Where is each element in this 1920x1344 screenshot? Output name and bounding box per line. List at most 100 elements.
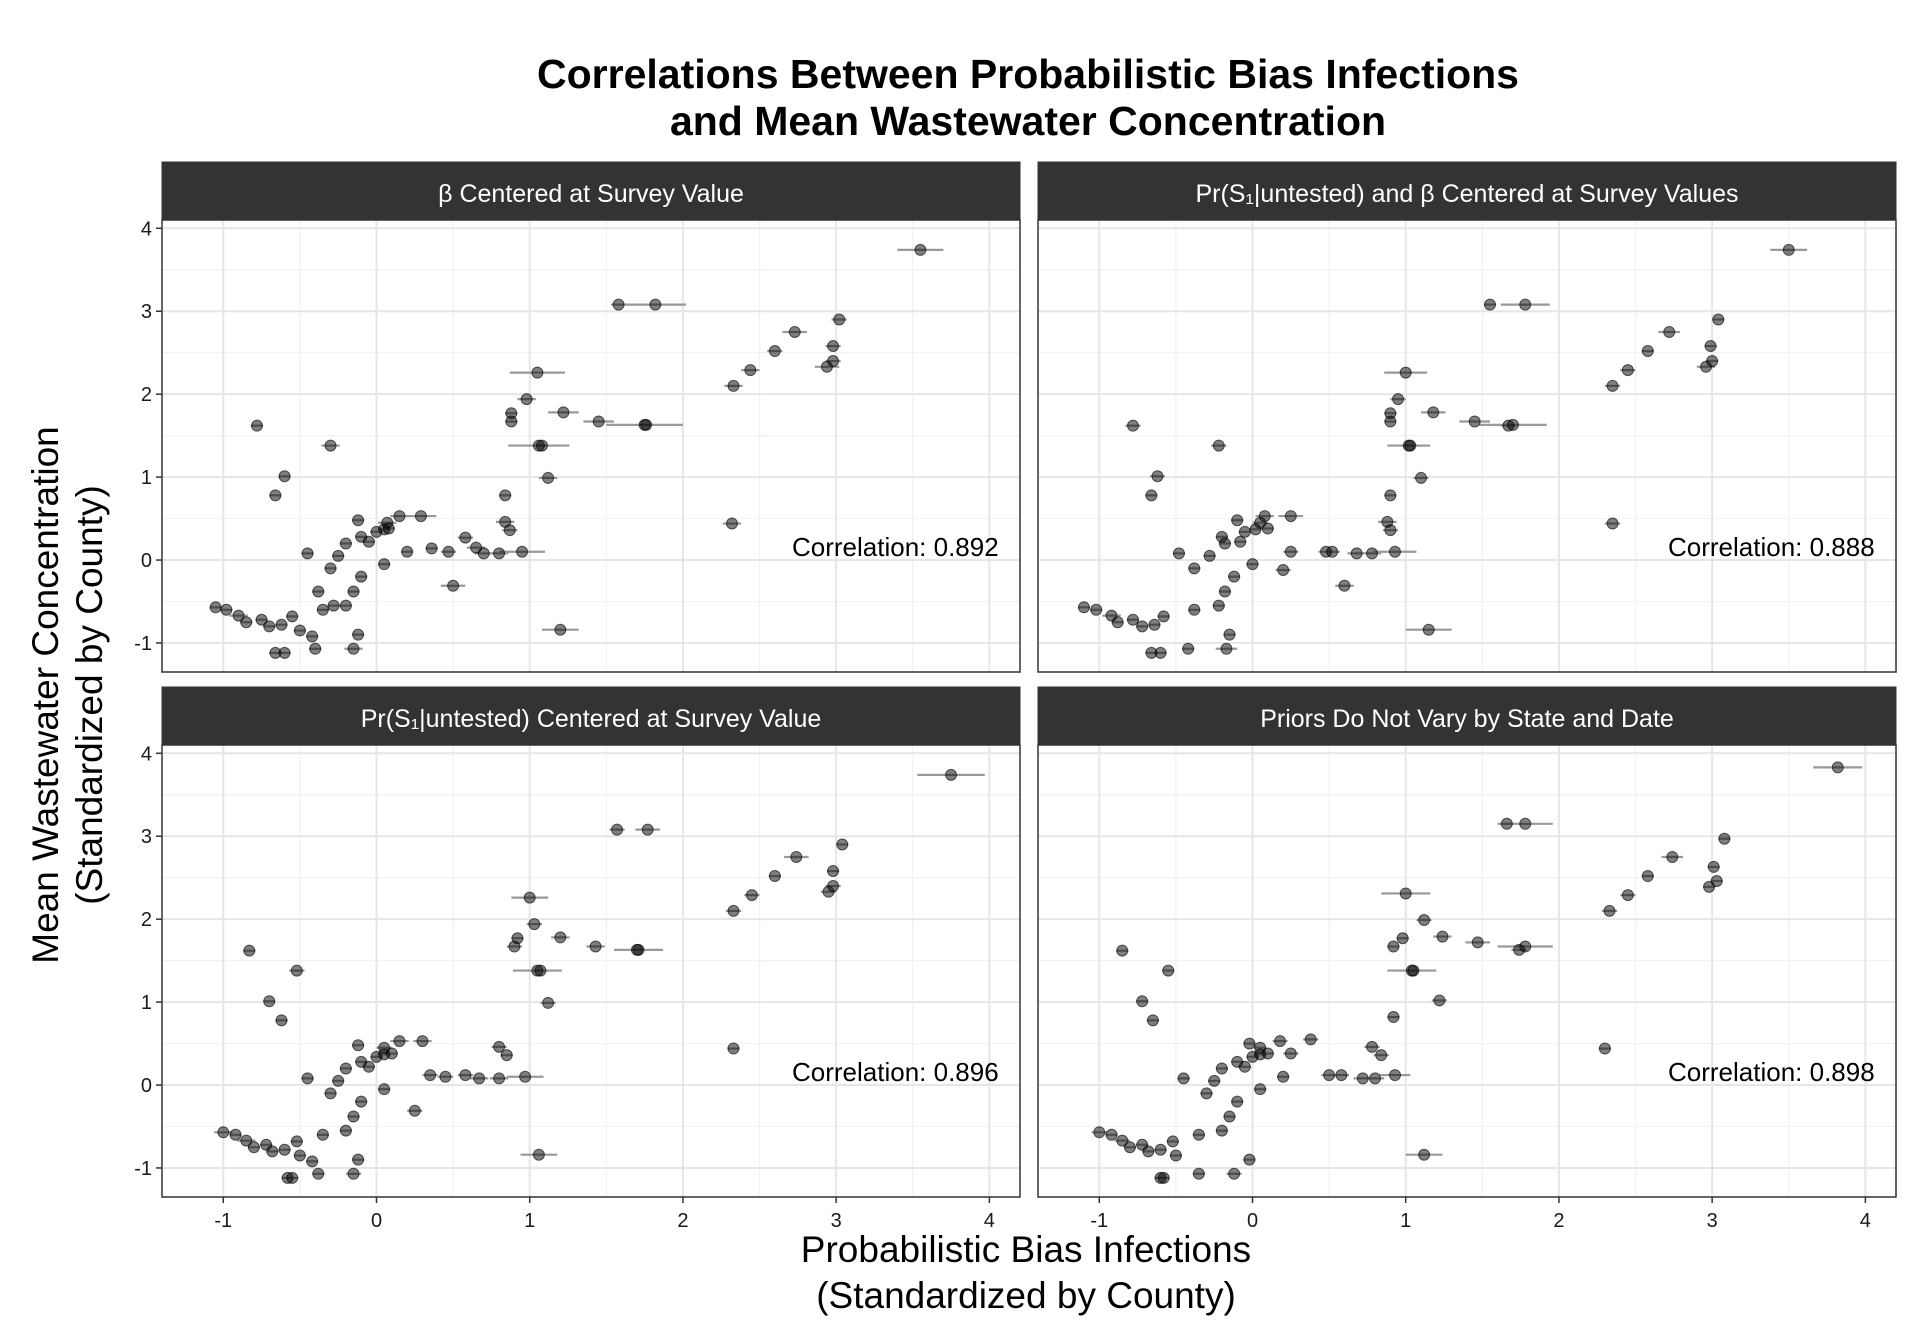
data-point <box>532 1148 545 1161</box>
data-point <box>1666 850 1679 863</box>
data-point <box>745 889 758 902</box>
y-tick-label: -1 <box>134 1158 152 1180</box>
data-point <box>768 870 781 883</box>
facet-strip-label: Priors Do Not Vary by State and Date <box>1260 705 1674 733</box>
data-point <box>312 585 325 598</box>
data-point <box>312 1167 325 1180</box>
data-point <box>534 964 547 977</box>
panel-border <box>1037 744 1897 1198</box>
data-point <box>1215 1124 1228 1137</box>
data-point <box>332 549 345 562</box>
data-point <box>503 524 516 537</box>
data-point <box>1162 964 1175 977</box>
data-point <box>1182 642 1195 655</box>
data-point <box>1220 642 1233 655</box>
data-point <box>1471 936 1484 949</box>
panel-border <box>161 744 1021 1198</box>
data-point <box>347 1110 360 1123</box>
x-axis-title-line-2: (Standardized by County) <box>816 1275 1236 1316</box>
data-point <box>1234 535 1247 548</box>
data-point <box>1148 618 1161 631</box>
data-point <box>309 642 322 655</box>
x-tick-label: 4 <box>984 1210 995 1232</box>
data-point <box>630 943 643 956</box>
data-point <box>1704 340 1717 353</box>
data-point <box>1192 1167 1205 1180</box>
data-point <box>1388 545 1401 558</box>
data-point <box>263 620 276 633</box>
data-point <box>362 535 375 548</box>
data-point <box>1218 585 1231 598</box>
data-point <box>836 838 849 851</box>
x-tick-label: 1 <box>1400 1210 1411 1232</box>
data-point <box>1151 470 1164 483</box>
data-point <box>519 1070 532 1083</box>
data-point <box>1519 817 1532 830</box>
data-point <box>1243 1153 1256 1166</box>
y-tick-label: 2 <box>141 909 152 931</box>
data-point <box>727 379 740 392</box>
data-point <box>355 570 368 583</box>
data-point <box>640 418 653 431</box>
data-point <box>1404 439 1417 452</box>
data-point <box>1703 880 1716 893</box>
data-point <box>269 489 282 502</box>
data-point <box>790 850 803 863</box>
data-point <box>727 1042 740 1055</box>
y-axis-title-line-2: (Standardized by County) <box>69 485 110 905</box>
data-point <box>1384 524 1397 537</box>
facet-strip <box>161 686 1021 746</box>
data-point <box>542 996 555 1009</box>
data-point <box>355 1095 368 1108</box>
data-point <box>531 366 544 379</box>
data-point <box>542 471 555 484</box>
data-point <box>378 558 391 571</box>
data-point <box>352 514 365 527</box>
data-point <box>290 964 303 977</box>
data-point <box>1422 623 1435 636</box>
data-point <box>1606 517 1619 530</box>
data-point <box>293 624 306 637</box>
data-point <box>401 545 414 558</box>
data-point <box>523 891 536 904</box>
data-point <box>347 642 360 655</box>
data-point <box>1621 364 1634 377</box>
data-point <box>470 541 483 554</box>
data-point <box>1166 1135 1179 1148</box>
data-point <box>1249 523 1262 536</box>
data-point <box>1177 1072 1190 1085</box>
panel-plot-area: Correlation: 0.888 <box>1038 220 1896 672</box>
data-point <box>592 415 605 428</box>
data-point <box>827 865 840 878</box>
data-point <box>516 545 529 558</box>
data-point <box>493 1040 506 1053</box>
data-point <box>1603 904 1616 917</box>
data-point <box>1427 406 1440 419</box>
data-point <box>393 1035 406 1048</box>
y-tick-label: 0 <box>141 1075 152 1097</box>
data-point <box>1387 940 1400 953</box>
data-point <box>316 603 329 616</box>
data-point <box>1172 547 1185 560</box>
data-point <box>301 1072 314 1085</box>
data-point <box>1284 545 1297 558</box>
data-point <box>1238 525 1251 538</box>
data-point <box>1212 439 1225 452</box>
data-point <box>1223 1110 1236 1123</box>
data-point <box>327 599 340 612</box>
facet-strip <box>161 161 1021 221</box>
data-point <box>1203 549 1216 562</box>
data-point <box>914 243 927 256</box>
data-point <box>554 623 567 636</box>
data-point <box>278 470 291 483</box>
data-point <box>339 1062 352 1075</box>
data-point <box>459 531 472 544</box>
data-point <box>332 1074 345 1087</box>
data-point <box>301 547 314 560</box>
data-point <box>339 1124 352 1137</box>
data-point <box>1335 1069 1348 1082</box>
y-tick-label: 1 <box>141 467 152 489</box>
data-point <box>1384 415 1397 428</box>
data-point <box>1399 887 1412 900</box>
